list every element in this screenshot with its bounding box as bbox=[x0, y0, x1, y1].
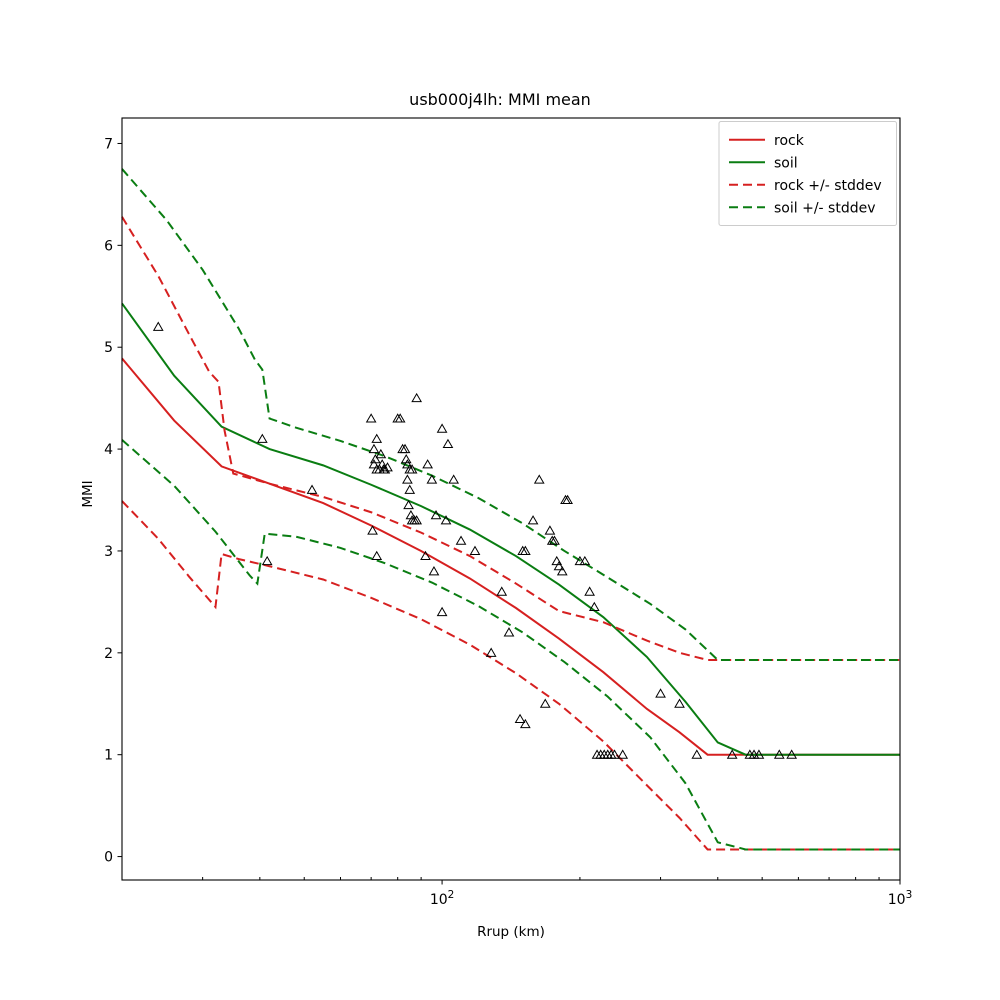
false bbox=[371, 433, 383, 443]
scatter-layer bbox=[152, 321, 798, 759]
false bbox=[365, 413, 377, 423]
false bbox=[402, 474, 413, 484]
false bbox=[496, 586, 508, 596]
y-tick-label: 4 bbox=[104, 442, 113, 458]
legend-label-rock-stddev[interactable]: rock +/- stddev bbox=[774, 178, 882, 194]
false bbox=[539, 698, 551, 708]
false bbox=[261, 555, 273, 566]
false bbox=[436, 606, 448, 617]
false bbox=[440, 515, 452, 525]
plot-frame bbox=[121, 117, 901, 881]
false bbox=[527, 515, 539, 525]
y-tick-label: 2 bbox=[104, 646, 113, 662]
false bbox=[379, 464, 391, 474]
false bbox=[786, 749, 798, 759]
false bbox=[403, 499, 414, 510]
false bbox=[428, 566, 440, 576]
page-title: usb000j4lh: MMI mean bbox=[409, 90, 591, 109]
false bbox=[551, 555, 563, 566]
y-axis-label: MMI bbox=[80, 480, 96, 507]
false bbox=[371, 550, 383, 561]
false bbox=[448, 474, 460, 484]
false bbox=[579, 555, 591, 566]
false bbox=[368, 459, 380, 469]
false bbox=[469, 545, 481, 555]
false bbox=[674, 698, 685, 708]
false bbox=[519, 545, 531, 555]
false bbox=[420, 550, 431, 561]
false bbox=[519, 718, 531, 729]
x-axis-label: Rrup (km) bbox=[477, 924, 545, 940]
series-layer bbox=[121, 168, 900, 851]
y-tick-label: 5 bbox=[104, 340, 113, 356]
false bbox=[584, 586, 595, 596]
false bbox=[411, 392, 423, 403]
false bbox=[368, 443, 380, 454]
false bbox=[503, 627, 515, 637]
y-tick-label: 3 bbox=[104, 544, 113, 560]
false bbox=[562, 494, 573, 505]
series-line-rock-stddev bbox=[121, 500, 900, 851]
series-line-soil-stddev bbox=[121, 168, 900, 661]
false bbox=[556, 566, 568, 576]
y-tick-label: 6 bbox=[104, 238, 113, 254]
legend-label-soil-stddev[interactable]: soil +/- stddev bbox=[774, 200, 876, 216]
y-tick-label: 1 bbox=[104, 748, 113, 764]
false bbox=[422, 459, 434, 469]
x-tick-label: 103 bbox=[888, 889, 913, 908]
y-tick-label: 7 bbox=[104, 136, 113, 152]
false bbox=[406, 464, 418, 474]
false bbox=[404, 484, 416, 494]
false bbox=[544, 525, 556, 535]
false bbox=[436, 423, 448, 433]
false bbox=[442, 438, 454, 448]
false bbox=[533, 474, 545, 484]
series-line-rock bbox=[121, 357, 900, 756]
false bbox=[514, 713, 526, 724]
series-line-rock-stddev bbox=[121, 216, 900, 661]
false bbox=[549, 535, 560, 545]
false bbox=[455, 535, 467, 545]
false bbox=[485, 647, 497, 657]
false bbox=[152, 321, 164, 331]
false bbox=[399, 443, 411, 454]
legend-box bbox=[718, 121, 897, 226]
false bbox=[609, 749, 620, 759]
false bbox=[402, 459, 413, 469]
false bbox=[375, 448, 387, 459]
false bbox=[367, 525, 378, 535]
legend-label-soil[interactable]: soil bbox=[774, 155, 798, 171]
series-line-soil bbox=[121, 302, 900, 756]
false bbox=[394, 413, 406, 423]
false bbox=[753, 749, 765, 759]
y-tick-label: 0 bbox=[104, 850, 113, 866]
false bbox=[256, 433, 268, 443]
false bbox=[426, 474, 438, 484]
false bbox=[411, 515, 423, 525]
series-line-soil-stddev bbox=[121, 439, 900, 851]
legend-label-rock[interactable]: rock bbox=[774, 133, 805, 149]
false bbox=[691, 749, 703, 759]
false bbox=[726, 749, 738, 759]
axis-layer: 0 1 2 3 4 5 6 7 102 103 bbox=[104, 117, 913, 908]
false bbox=[430, 510, 442, 520]
false bbox=[306, 484, 318, 494]
false bbox=[553, 560, 565, 571]
x-tick-label: 102 bbox=[430, 889, 455, 908]
false bbox=[617, 749, 629, 759]
false bbox=[773, 749, 785, 759]
false bbox=[382, 462, 393, 472]
false bbox=[588, 601, 600, 611]
false bbox=[655, 688, 666, 698]
legend-layer[interactable]: rock soil rock +/- stddev soil +/- stddev bbox=[718, 121, 897, 226]
